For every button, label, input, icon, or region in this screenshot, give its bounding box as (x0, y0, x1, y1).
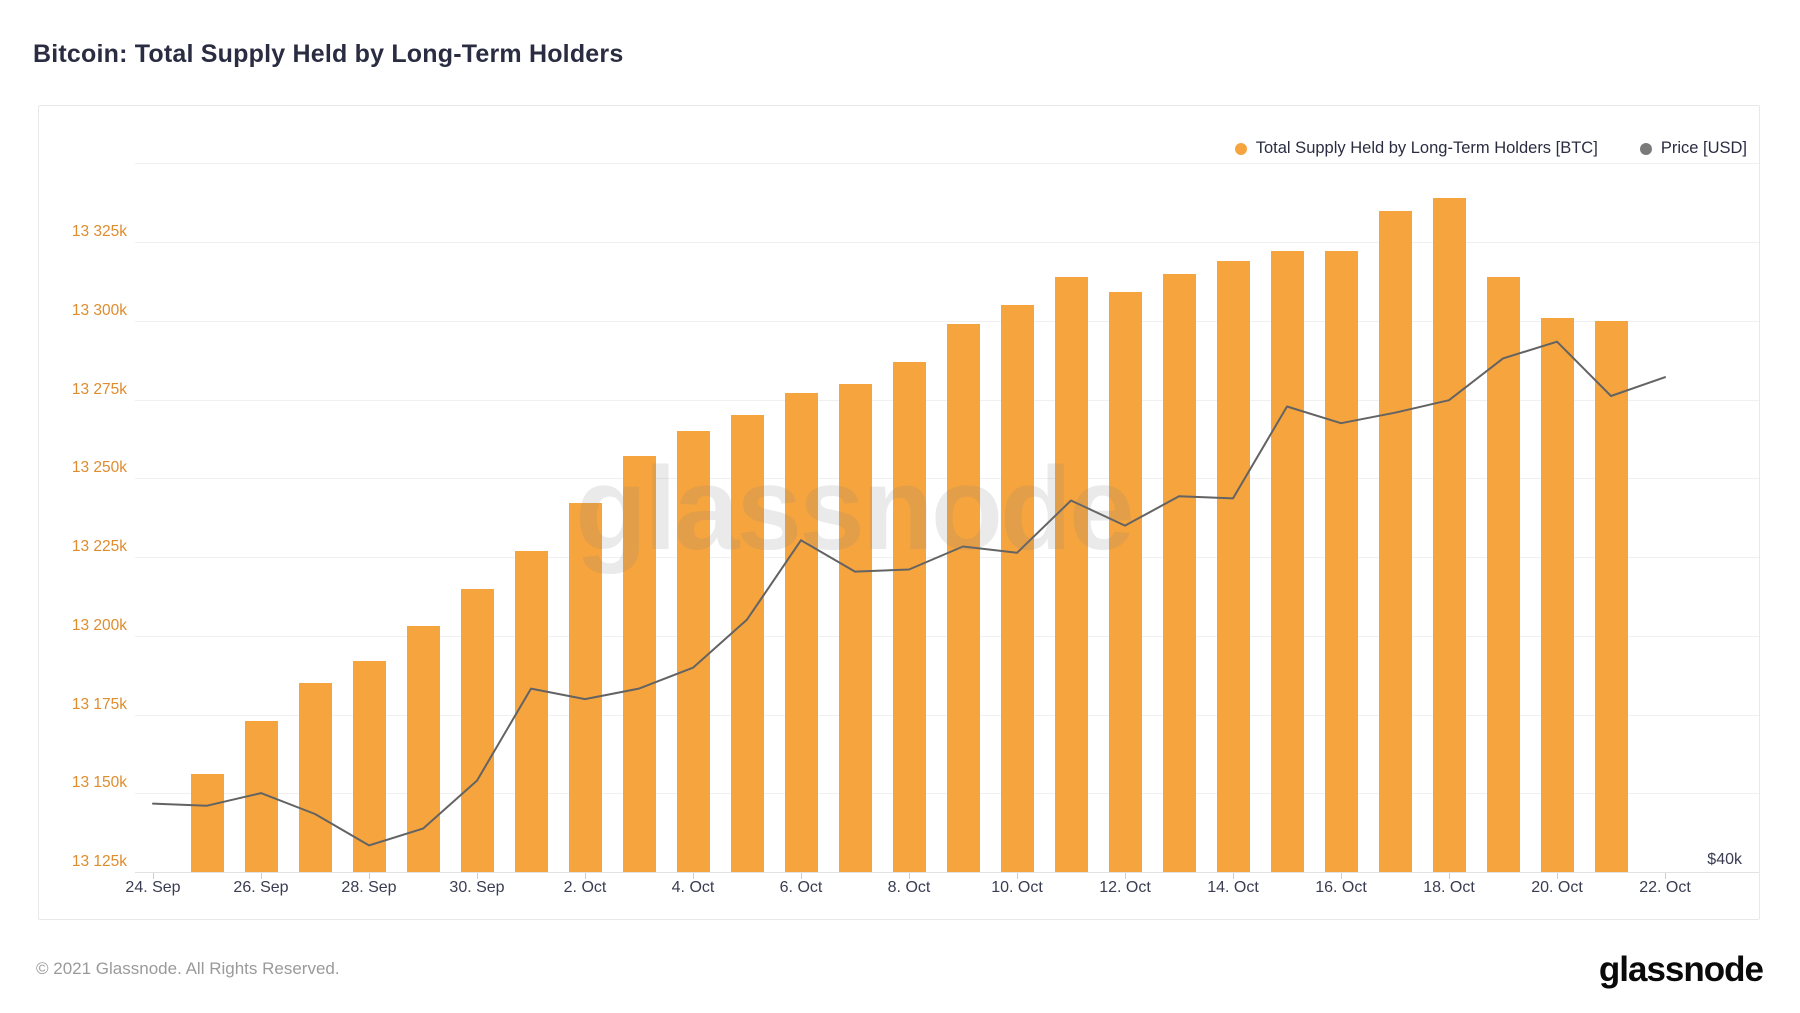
supply-bar[interactable] (1594, 320, 1628, 873)
y-axis-label: 13 175k (71, 695, 127, 713)
y-axis-label: 13 225k (71, 538, 127, 555)
y-axis-label: 13 150k (71, 774, 127, 792)
x-axis-label: 20. Oct (1531, 879, 1583, 896)
x-axis-tick (1557, 873, 1558, 879)
supply-bar[interactable] (1108, 292, 1142, 872)
supply-bar[interactable] (946, 323, 980, 872)
x-axis-label: 14. Oct (1207, 879, 1259, 896)
y-axis-label: 13 125k (71, 853, 127, 870)
price-axis-label: $40k (1707, 851, 1742, 868)
gridline (135, 320, 1759, 322)
x-axis-tick (1125, 873, 1126, 879)
x-axis-label: 18. Oct (1423, 879, 1475, 896)
supply-bar[interactable] (1270, 251, 1304, 872)
x-axis-tick (1665, 873, 1666, 879)
x-axis-label: 2. Oct (563, 879, 607, 896)
supply-bar[interactable] (298, 683, 332, 872)
supply-bar[interactable] (568, 503, 602, 872)
watermark: glassnode (575, 443, 1135, 575)
legend-item-price[interactable]: Price [USD] (1639, 139, 1747, 158)
supply-bar[interactable] (730, 415, 764, 873)
supply-bar[interactable] (1054, 276, 1088, 872)
y-axis-label: 13 275k (71, 380, 127, 398)
supply-bar[interactable] (784, 393, 818, 872)
x-axis-label: 12. Oct (1099, 879, 1151, 896)
x-axis-tick (261, 873, 262, 879)
supply-bar[interactable] (1162, 273, 1196, 872)
x-axis-label: 6. Oct (779, 879, 823, 896)
supply-bar[interactable] (514, 550, 548, 872)
supply-bar[interactable] (1000, 305, 1034, 872)
x-axis-label: 30. Sep (449, 879, 505, 896)
x-axis-tick (1341, 873, 1342, 879)
x-axis-label: 8. Oct (887, 879, 931, 896)
supply-bar[interactable] (622, 456, 656, 872)
gridline (135, 242, 1759, 243)
legend-item-price-label: Price [USD] (1660, 139, 1747, 157)
y-axis-label: 13 300k (71, 301, 127, 319)
supply-bar[interactable] (1378, 210, 1412, 872)
x-axis-label: 22. Oct (1639, 879, 1691, 896)
price-series-dot-icon (1639, 142, 1652, 155)
supply-series-dot-icon (1234, 142, 1247, 155)
x-axis-tick (1017, 873, 1018, 879)
x-axis-label: 28. Sep (341, 879, 397, 896)
supply-bar[interactable] (1432, 197, 1466, 872)
x-axis-tick (801, 873, 802, 879)
x-axis-tick (369, 873, 370, 879)
y-axis-label: 13 325k (71, 223, 127, 240)
y-axis-label: 13 200k (71, 616, 127, 634)
x-axis-label: 24. Sep (125, 879, 181, 896)
x-axis-tick (693, 873, 694, 879)
y-axis-label: 13 250k (71, 459, 127, 477)
x-axis-label: 10. Oct (991, 879, 1043, 896)
supply-bar[interactable] (352, 661, 386, 872)
supply-bar[interactable] (406, 626, 440, 872)
gridline (135, 163, 1759, 165)
x-axis-tick (153, 873, 154, 879)
supply-bar[interactable] (1216, 260, 1250, 872)
supply-bar[interactable] (892, 361, 926, 872)
price-line[interactable] (152, 340, 1666, 847)
supply-bar[interactable] (460, 588, 494, 872)
chart-legend: Total Supply Held by Long-Term Holders [… (1234, 139, 1747, 158)
x-axis-label: 26. Sep (233, 879, 289, 896)
x-axis-line (135, 872, 1759, 873)
page-title: Bitcoin: Total Supply Held by Long-Term … (33, 40, 624, 68)
supply-bar[interactable] (1540, 317, 1574, 872)
x-axis-label: 4. Oct (671, 879, 715, 896)
supply-bar[interactable] (190, 774, 224, 872)
x-axis-tick (909, 873, 910, 879)
x-axis-label: 16. Oct (1315, 879, 1367, 896)
legend-item-supply-label: Total Supply Held by Long-Term Holders [… (1255, 139, 1598, 157)
legend-item-supply[interactable]: Total Supply Held by Long-Term Holders [… (1234, 139, 1598, 158)
supply-bar[interactable] (1324, 251, 1358, 872)
supply-bar[interactable] (1486, 276, 1520, 872)
x-axis-tick (477, 873, 478, 879)
supply-bar[interactable] (838, 383, 872, 873)
x-axis-tick (1233, 873, 1234, 879)
x-axis-tick (585, 873, 586, 879)
x-axis-tick (1449, 873, 1450, 879)
glassnode-logo[interactable]: glassnode (1598, 950, 1764, 989)
supply-bar[interactable] (676, 431, 710, 872)
footer-copyright: © 2021 Glassnode. All Rights Reserved. (36, 959, 340, 978)
